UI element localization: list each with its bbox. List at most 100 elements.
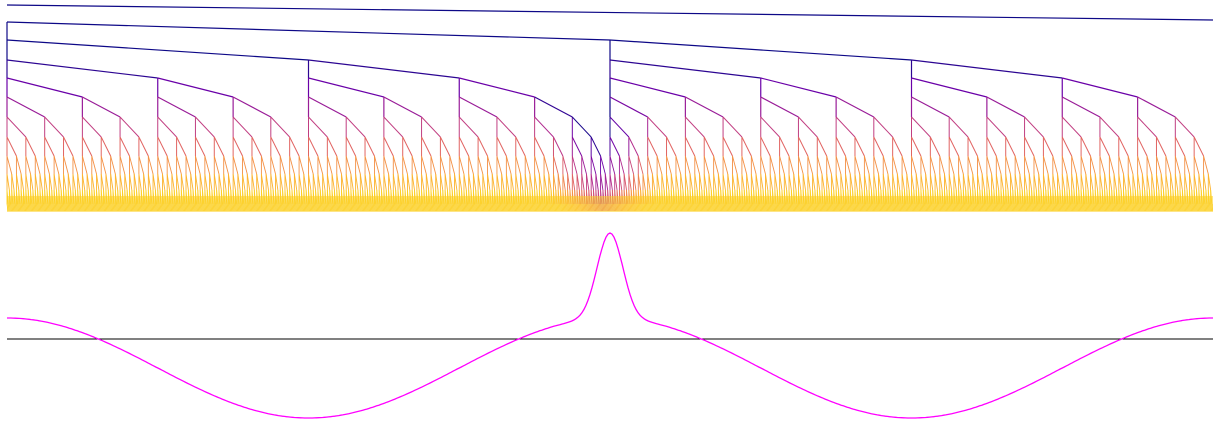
tree-branch: [383, 96, 422, 118]
tree-branch: [708, 173, 712, 191]
tree-branch: [15, 173, 20, 191]
tree-branch: [510, 173, 514, 191]
tree-branch: [6, 39, 309, 61]
tree-branch: [458, 173, 463, 191]
tree-branch: [911, 96, 950, 118]
tree-branch: [741, 136, 752, 157]
tree-branch: [948, 116, 969, 138]
tree-branch: [882, 155, 889, 175]
tree-branch: [303, 173, 307, 191]
tree-branch: [232, 173, 236, 191]
tree-branch: [317, 155, 324, 175]
tree-branch: [232, 96, 272, 118]
tree-branch: [82, 96, 121, 118]
tree-branch: [929, 173, 934, 191]
tree-branch: [279, 173, 284, 191]
tree-branch: [835, 96, 875, 118]
tree-branch: [355, 155, 361, 175]
tree-branch: [986, 116, 1007, 138]
tree-branch: [1061, 136, 1073, 157]
tree-branch: [727, 173, 731, 191]
tree-branch: [892, 136, 903, 157]
tree-branch: [892, 155, 898, 175]
tree-branch: [223, 173, 227, 191]
tree-branch: [1000, 173, 1004, 191]
tree-branch: [534, 136, 545, 157]
tree-branch: [896, 173, 901, 191]
tree-branch: [675, 155, 682, 175]
tree-branch: [67, 173, 72, 191]
tree-branch: [110, 173, 114, 191]
tree-branch: [911, 77, 988, 98]
tree-branch: [854, 173, 858, 191]
tree-branch: [595, 173, 599, 191]
tree-branch: [689, 173, 693, 191]
tree-branch: [760, 96, 799, 118]
tree-branch: [1042, 136, 1054, 157]
tree-branch: [793, 173, 797, 191]
tree-branch: [600, 155, 606, 175]
tree-branch: [459, 77, 535, 98]
tree-branch: [1137, 116, 1157, 138]
tree-branch: [1179, 173, 1183, 191]
tree-branch: [1047, 173, 1051, 191]
tree-branch: [458, 116, 479, 138]
tree-branch: [637, 155, 644, 175]
tree-branch: [1104, 173, 1108, 191]
tree-branch: [468, 173, 472, 191]
tree-branch: [209, 173, 213, 191]
tree-branch: [251, 136, 262, 157]
tree-branch: [25, 155, 31, 175]
tree-branch: [986, 136, 997, 157]
tree-branch: [614, 173, 618, 191]
tree-branch: [590, 173, 594, 191]
tree-branch: [166, 173, 170, 191]
tree-branch: [821, 173, 825, 191]
tree-branch: [1189, 173, 1193, 191]
tree-branch: [798, 116, 818, 138]
tree-branch: [849, 173, 854, 191]
tree-branch: [609, 77, 686, 98]
tree-branch: [929, 136, 941, 157]
tree-branch: [995, 155, 1002, 175]
tree-branch: [157, 155, 163, 175]
tree-branch: [72, 173, 76, 191]
tree-branch: [911, 173, 915, 191]
tree-branch: [788, 173, 792, 191]
tree-branch: [6, 173, 10, 191]
tree-branch: [6, 96, 45, 118]
tree-branch: [760, 173, 764, 191]
tree-branch: [798, 155, 804, 175]
tree-branch: [421, 155, 427, 175]
tree-branch: [289, 136, 300, 157]
tree-branch: [129, 155, 135, 175]
tree-branch: [48, 173, 53, 191]
tree-branch: [797, 136, 809, 157]
tree-branch: [581, 155, 587, 175]
tree-branch: [364, 155, 371, 175]
tree-branch: [1146, 173, 1150, 191]
tree-branch: [1042, 173, 1047, 191]
tree-branch: [647, 173, 651, 191]
tree-branch: [991, 173, 995, 191]
tree-branch: [270, 173, 274, 191]
tree-branch: [374, 155, 380, 175]
tree-branch: [194, 173, 199, 191]
tree-branch: [515, 136, 526, 157]
tree-branch: [779, 173, 783, 191]
tree-branch: [717, 173, 722, 191]
tree-branch: [468, 155, 474, 175]
tree-branch: [1080, 155, 1087, 175]
tree-branch: [53, 173, 57, 191]
tree-branch: [322, 173, 326, 191]
tree-branch: [246, 173, 251, 191]
tree-branch: [873, 155, 879, 175]
tree-branch: [364, 173, 368, 191]
tree-branch: [845, 173, 849, 191]
tree-branch: [703, 136, 715, 157]
tree-branch: [604, 173, 609, 191]
tree-branch: [213, 173, 218, 191]
tree-branch: [958, 155, 964, 175]
tree-branch: [298, 173, 302, 191]
